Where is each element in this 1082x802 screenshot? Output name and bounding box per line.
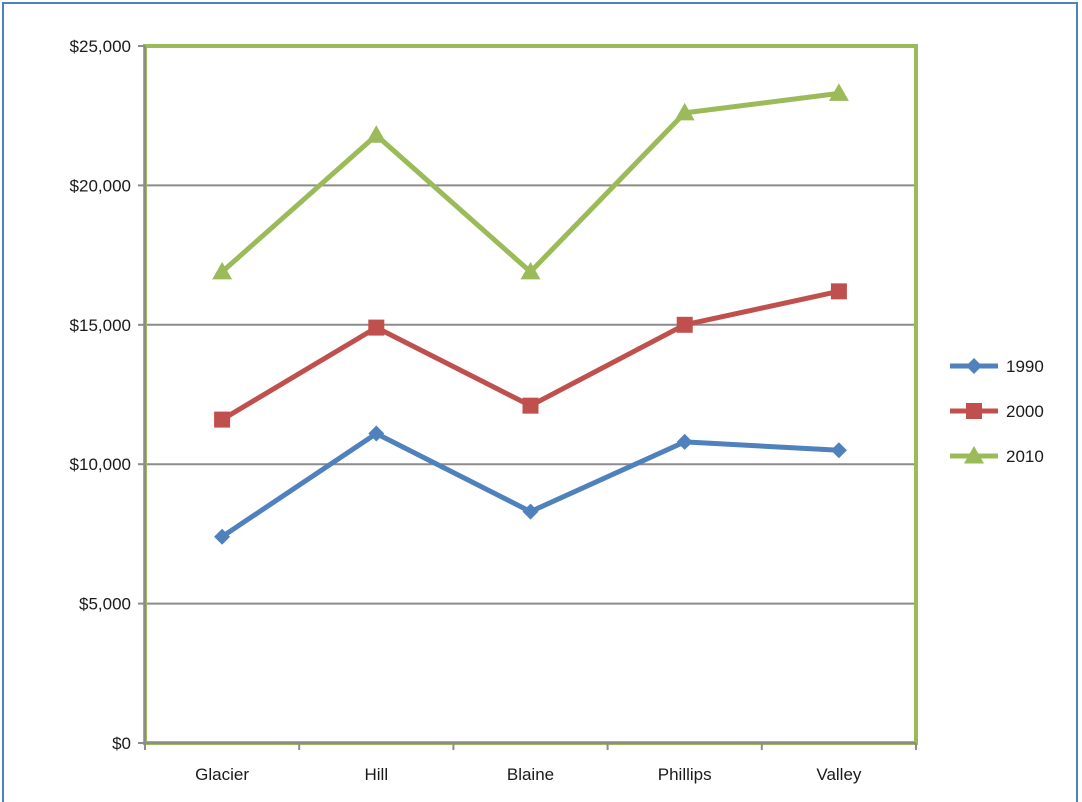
legend-item-1990: 1990	[950, 357, 1044, 376]
data-point	[676, 433, 693, 450]
y-tick-label: $5,000	[79, 595, 131, 614]
data-point	[214, 528, 231, 545]
data-point	[828, 83, 849, 101]
y-tick-label: $25,000	[70, 37, 131, 56]
y-tick-label: $10,000	[70, 455, 131, 474]
legend: 1990 2000 2010	[950, 357, 1044, 466]
data-point	[522, 503, 539, 520]
series-line	[220, 431, 840, 539]
data-point	[830, 442, 847, 459]
y-tick-label: $0	[112, 734, 131, 753]
legend-item-2000: 2000	[950, 402, 1044, 421]
y-tick-label: $15,000	[70, 316, 131, 335]
series-line	[220, 90, 840, 275]
legend-item-2010: 2010	[950, 446, 1044, 466]
x-tick-label: Blaine	[507, 765, 554, 784]
legend-marker	[966, 403, 982, 419]
data-point	[214, 411, 231, 428]
y-tick-label: $20,000	[70, 176, 131, 195]
gridlines	[145, 184, 916, 605]
data-point	[368, 319, 385, 336]
x-tick-label: Phillips	[658, 765, 712, 784]
data-point	[368, 425, 385, 442]
x-tick-label: Hill	[364, 765, 388, 784]
data-point	[212, 261, 233, 280]
data-point	[520, 261, 541, 280]
series-2000	[214, 283, 847, 428]
axes: $0 $5,000 $10,000 $15,000 $20,000 $25,000 Glac…	[70, 37, 917, 784]
x-tick-label: Valley	[816, 765, 862, 784]
series-1990	[214, 425, 847, 545]
data-point	[676, 316, 693, 333]
data-point	[674, 102, 695, 121]
data-point	[366, 125, 387, 143]
legend-label: 2000	[1006, 402, 1044, 421]
data-point	[830, 283, 847, 300]
legend-marker	[964, 446, 984, 464]
data-point	[522, 397, 539, 414]
series-layer	[212, 83, 849, 545]
series-2010	[212, 83, 849, 280]
legend-marker	[966, 358, 982, 374]
legend-label: 2010	[1006, 447, 1044, 466]
x-tick-label: Glacier	[195, 765, 249, 784]
legend-label: 1990	[1006, 357, 1044, 376]
